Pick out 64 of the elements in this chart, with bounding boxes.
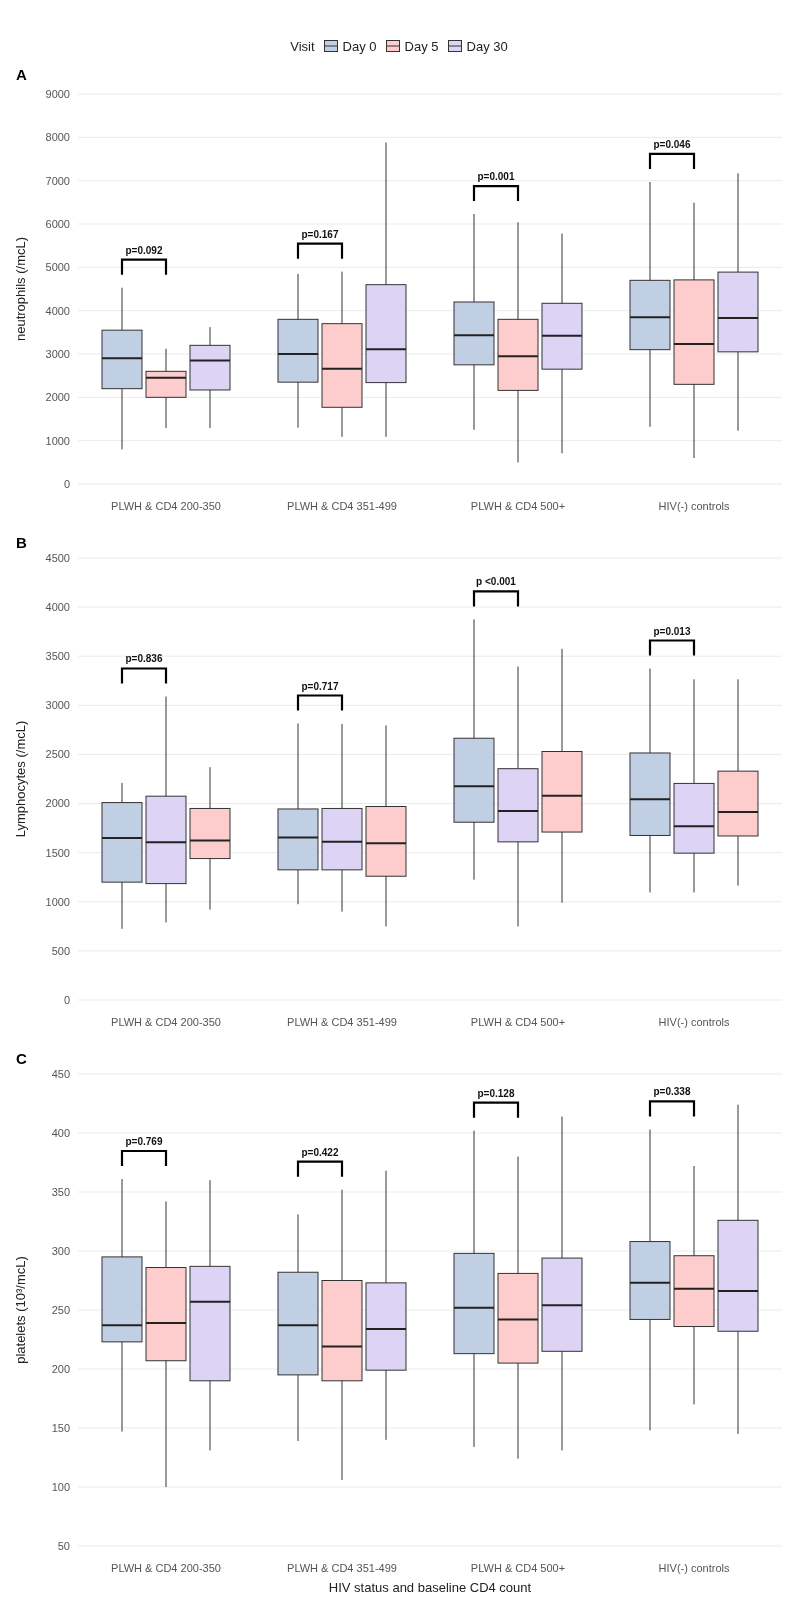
annotation: p=0.013 bbox=[653, 625, 691, 637]
y-tick-label: 350 bbox=[51, 1185, 70, 1198]
annotation: p=0.769 bbox=[125, 1136, 163, 1148]
x-axis-title: HIV status and baseline CD4 count bbox=[328, 1580, 532, 1595]
legend-label: Day 0 bbox=[342, 38, 377, 54]
y-tick-label: 3500 bbox=[45, 650, 70, 663]
y-tick-label: 50 bbox=[57, 1539, 70, 1552]
y-tick-label: 4000 bbox=[45, 601, 70, 614]
y-tick-label: 0 bbox=[63, 993, 70, 1006]
legend-label: Day 5 bbox=[404, 38, 439, 54]
x-tick-label: PLWH & CD4 351-499 bbox=[287, 1015, 397, 1028]
x-tick-label: HIV(-) controls bbox=[658, 499, 730, 512]
y-tick-label: 2500 bbox=[45, 748, 70, 761]
y-axis-title: Lymphocytes (/mcL) bbox=[12, 720, 28, 838]
x-tick-label: PLWH & CD4 500+ bbox=[470, 499, 566, 512]
x-tick-label: PLWH & CD4 351-499 bbox=[287, 499, 397, 512]
y-axis-title: neutrophils (/mcL) bbox=[12, 236, 28, 342]
y-tick-label: 200 bbox=[51, 1362, 70, 1375]
y-tick-label: 400 bbox=[51, 1126, 70, 1139]
x-tick-label: PLWH & CD4 500+ bbox=[470, 1015, 566, 1028]
x-tick-label: HIV(-) controls bbox=[658, 1561, 730, 1574]
annotation: p=0.717 bbox=[301, 680, 339, 692]
x-tick-label: PLWH & CD4 200-350 bbox=[111, 1561, 221, 1574]
y-tick-label: 500 bbox=[51, 944, 70, 957]
legend-label: Day 30 bbox=[466, 38, 508, 54]
chart-title: B bbox=[16, 534, 27, 551]
y-tick-label: 8000 bbox=[45, 131, 70, 144]
annotation: p=0.836 bbox=[125, 653, 163, 665]
annotation: p=0.338 bbox=[653, 1086, 691, 1098]
x-tick-label: PLWH & CD4 500+ bbox=[470, 1561, 566, 1574]
x-tick-label: PLWH & CD4 351-499 bbox=[287, 1561, 397, 1574]
y-tick-label: 2000 bbox=[45, 391, 70, 404]
y-tick-label: 5000 bbox=[45, 261, 70, 274]
annotation: p=0.092 bbox=[125, 244, 163, 256]
annotation: p=0.422 bbox=[301, 1146, 339, 1158]
y-tick-label: 2000 bbox=[45, 797, 70, 810]
x-tick-label: HIV(-) controls bbox=[658, 1015, 730, 1028]
y-tick-label: 250 bbox=[51, 1303, 70, 1316]
chart-title: A bbox=[16, 66, 27, 83]
annotation: p=0.167 bbox=[301, 228, 339, 240]
y-tick-label: 300 bbox=[51, 1244, 70, 1257]
annotation: p <0.001 bbox=[476, 576, 517, 588]
x-tick-label: PLWH & CD4 200-350 bbox=[111, 1015, 221, 1028]
chart-title: C bbox=[16, 1050, 27, 1067]
y-tick-label: 1000 bbox=[45, 895, 70, 908]
annotation: p=0.046 bbox=[653, 138, 691, 150]
y-tick-label: 1000 bbox=[45, 434, 70, 447]
annotation: p=0.128 bbox=[477, 1087, 515, 1099]
y-tick-label: 0 bbox=[63, 477, 70, 490]
y-tick-label: 4000 bbox=[45, 304, 70, 317]
y-tick-label: 4500 bbox=[45, 551, 70, 564]
y-tick-label: 100 bbox=[51, 1480, 70, 1493]
x-tick-label: PLWH & CD4 200-350 bbox=[111, 499, 221, 512]
y-tick-label: 1500 bbox=[45, 846, 70, 859]
y-tick-label: 9000 bbox=[45, 87, 70, 100]
annotation: p=0.001 bbox=[477, 171, 515, 183]
y-tick-label: 3000 bbox=[45, 347, 70, 360]
y-tick-label: 6000 bbox=[45, 217, 70, 230]
y-tick-label: 3000 bbox=[45, 699, 70, 712]
y-tick-label: 150 bbox=[51, 1421, 70, 1434]
y-axis-title: platelets (10³/mcL) bbox=[12, 1256, 28, 1364]
y-tick-label: 450 bbox=[51, 1067, 70, 1080]
y-tick-label: 7000 bbox=[45, 174, 70, 187]
legend-title: Visit bbox=[290, 38, 315, 54]
